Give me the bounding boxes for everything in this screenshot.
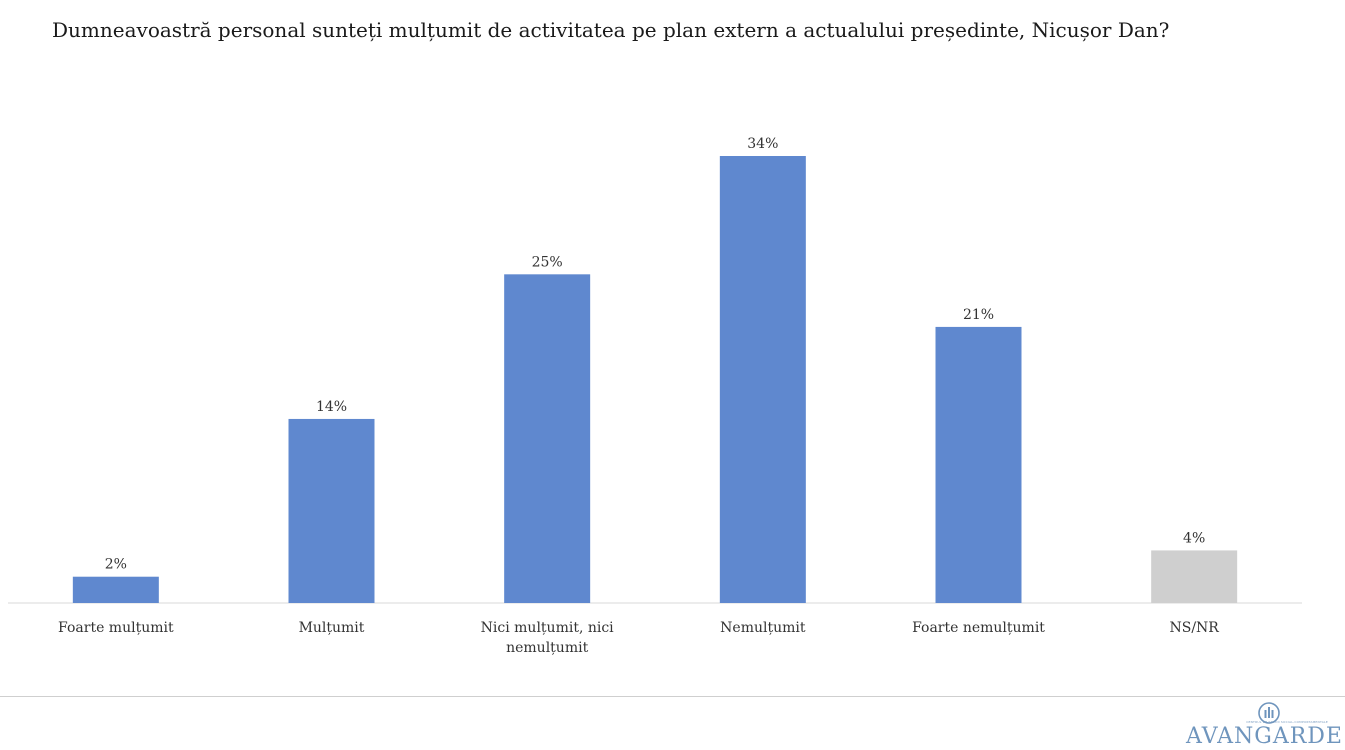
x-tick-label: Mulțumit: [299, 620, 365, 636]
data-label: 4%: [1183, 530, 1205, 546]
logo-wordmark: AVANGARDE: [1185, 724, 1343, 749]
bar: [72, 576, 159, 603]
x-tick-label: NS/NR: [1169, 620, 1219, 636]
footer-divider: [0, 696, 1345, 697]
bar: [504, 274, 591, 603]
bar: [935, 326, 1022, 603]
data-label: 14%: [316, 399, 347, 415]
logo-tagline: CENTRUL DE STUDII SOCIAL-COMPORTAMENTALE: [1246, 720, 1328, 724]
data-label: 25%: [532, 254, 563, 270]
x-tick-label: Nemulțumit: [720, 620, 806, 636]
data-label: 34%: [747, 136, 778, 152]
bar-chart: 2% Foarte mulțumit 14% Mulțumit 25% Nici mulț…: [8, 136, 1302, 656]
data-label: 21%: [963, 307, 994, 323]
x-tick-label: nemulțumit: [506, 640, 588, 656]
bar: [719, 156, 806, 603]
avangarde-logo: CENTRUL DE STUDII SOCIAL-COMPORTAMENTALE…: [1170, 700, 1345, 750]
bar: [288, 418, 375, 603]
x-tick-label: Nici mulțumit, nici: [481, 620, 615, 636]
data-label: 2%: [105, 557, 127, 573]
chart-title: Dumneavoastră personal sunteți mulțumit …: [52, 18, 1170, 42]
x-tick-label: Foarte nemulțumit: [912, 620, 1045, 636]
logo-emblem-icon: [1258, 702, 1280, 724]
x-tick-label: Foarte mulțumit: [58, 620, 174, 636]
bar: [1151, 550, 1238, 603]
